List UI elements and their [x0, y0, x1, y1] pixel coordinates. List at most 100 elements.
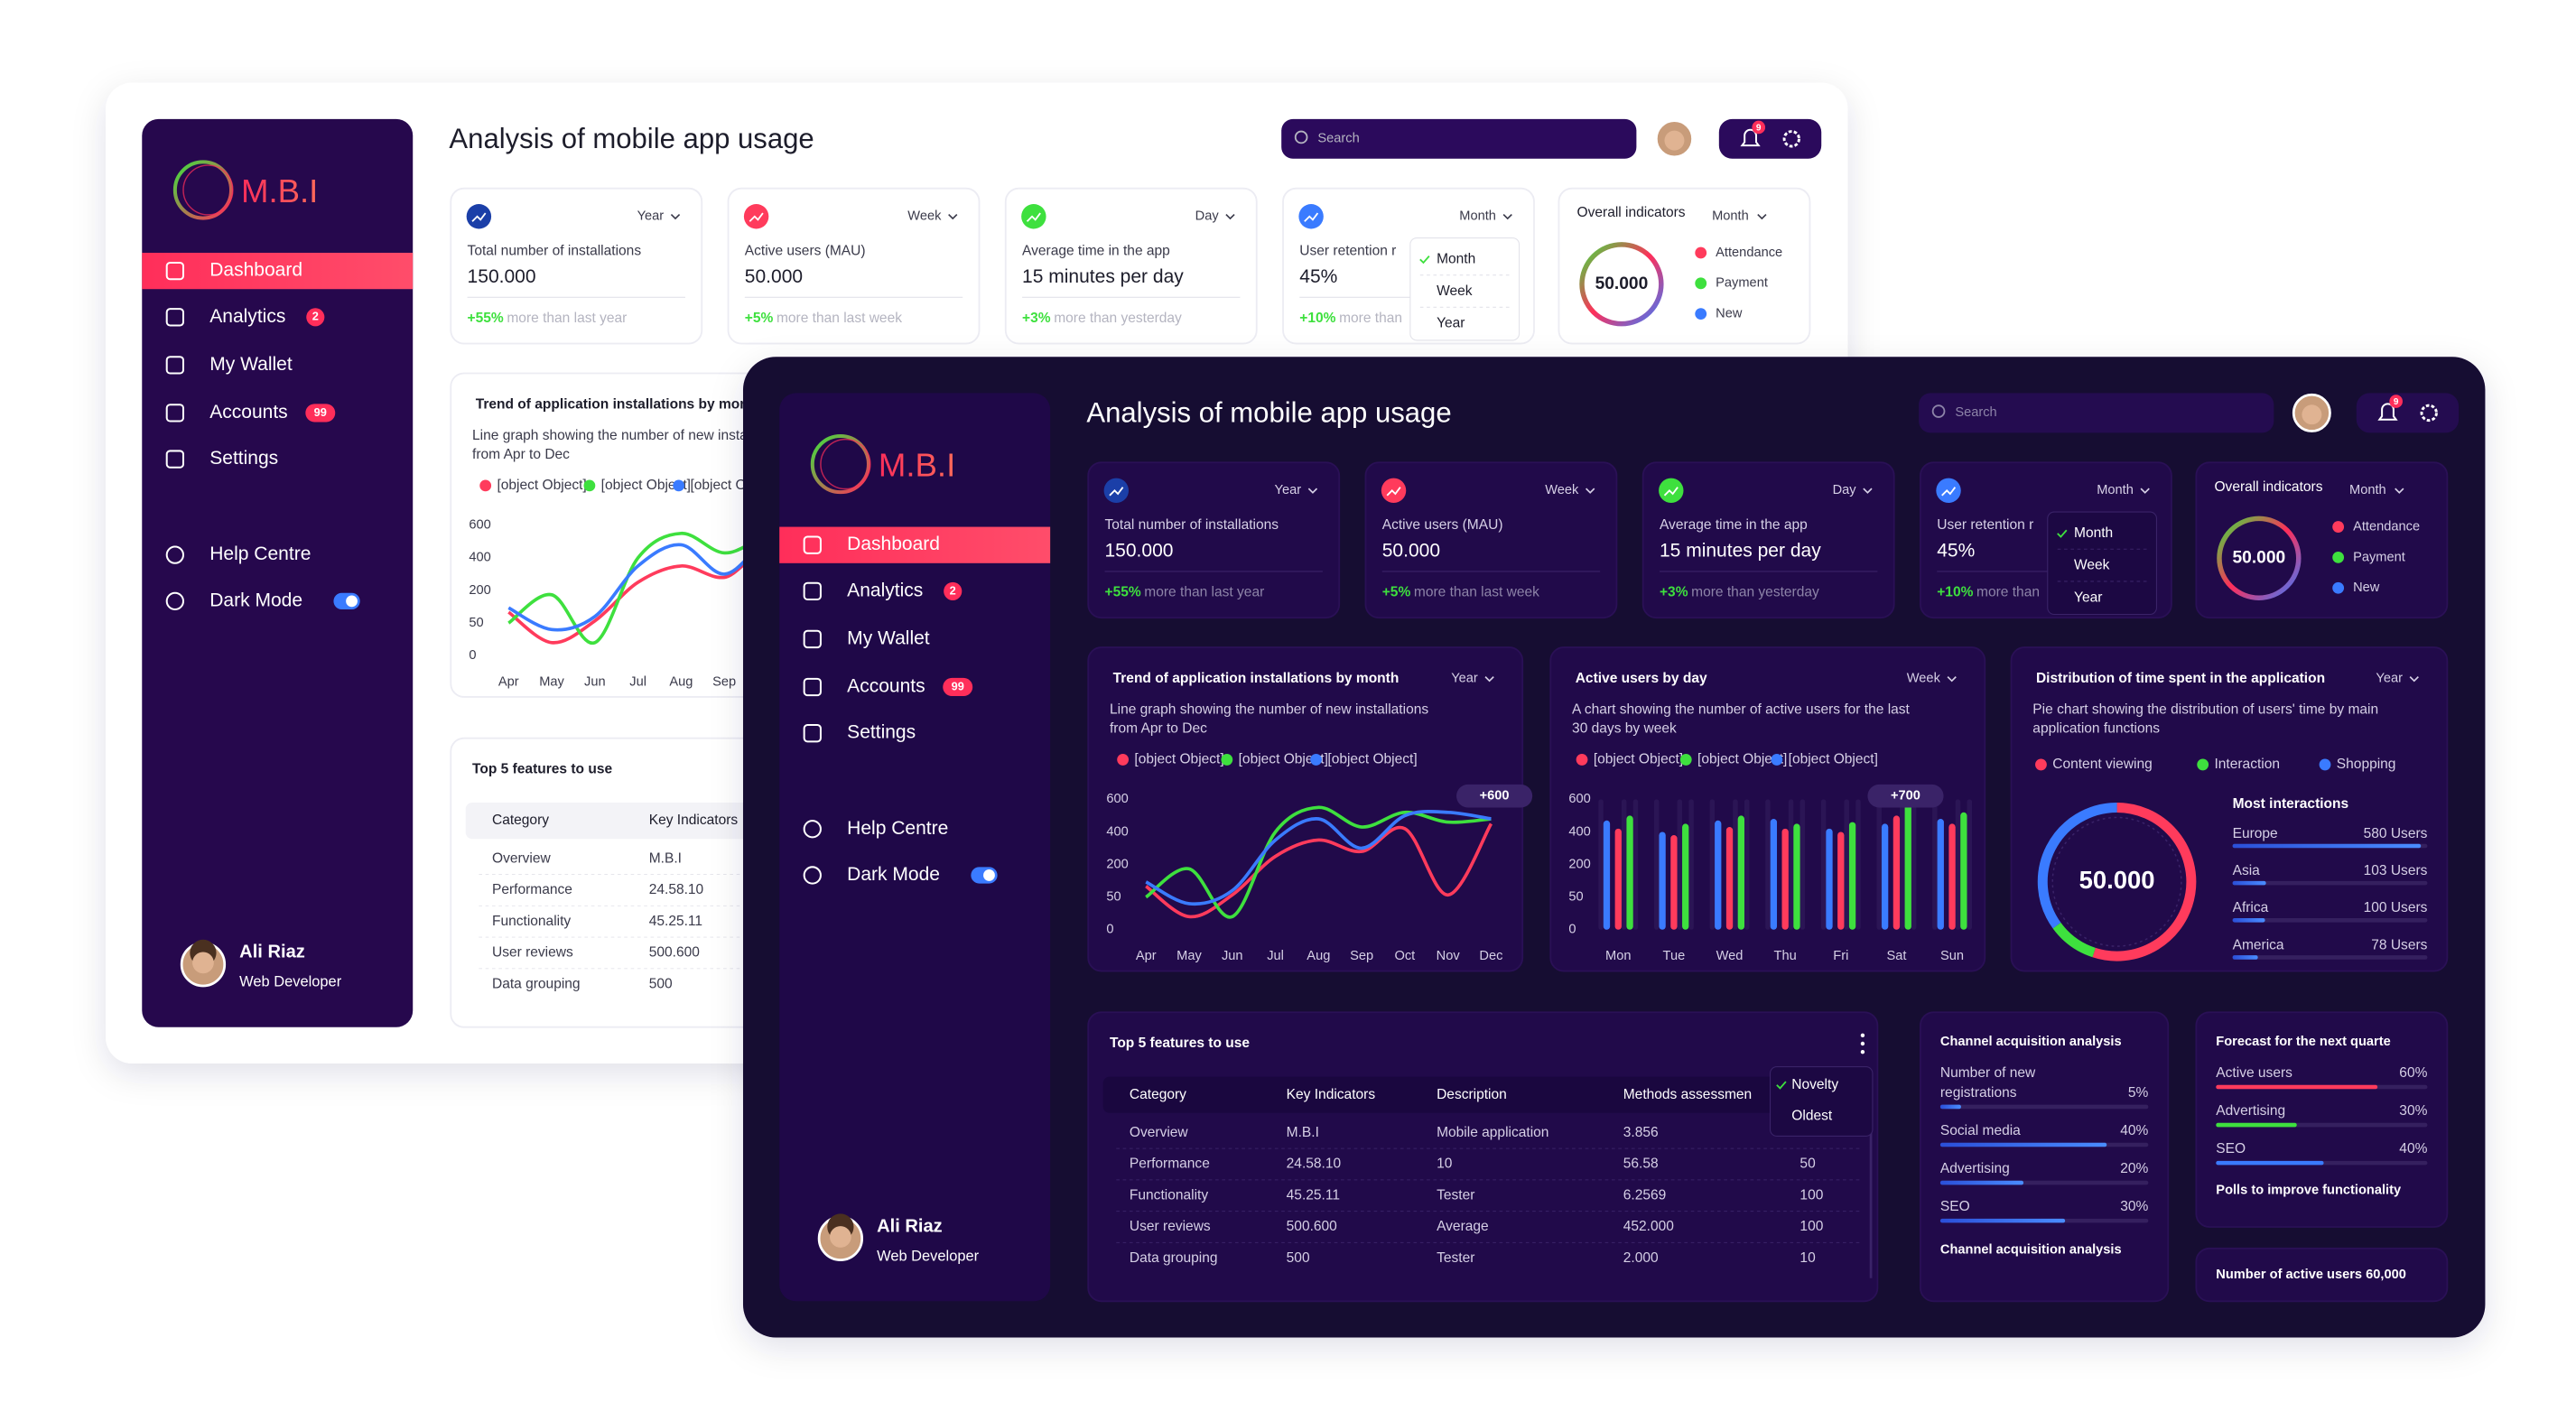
- table-cell: 6.2569: [1623, 1187, 1667, 1203]
- legend-dot: [1679, 754, 1692, 766]
- channel-label: Social media: [1940, 1123, 2021, 1138]
- menu-item[interactable]: Dark Mode: [847, 864, 940, 885]
- y-tick-label: 0: [469, 648, 476, 663]
- y-tick-label: 400: [1106, 824, 1128, 839]
- user-role: Web Developer: [877, 1248, 980, 1264]
- interaction-name: Asia: [2233, 863, 2261, 878]
- bar: [1960, 812, 1967, 930]
- overall-legend: Attendance: [2353, 519, 2420, 534]
- legend-label: [object Object]: [497, 478, 586, 493]
- bar-track: [1744, 799, 1750, 930]
- notification-bell[interactable]: [2377, 403, 2398, 421]
- avatar-face: [2302, 404, 2322, 425]
- menu-item[interactable]: Analytics: [847, 580, 923, 600]
- settings-icon[interactable]: [1782, 130, 1800, 148]
- menu-item[interactable]: Accounts: [209, 402, 287, 423]
- menu-active-highlight: [142, 252, 414, 290]
- kpi-label: Total number of installations: [468, 243, 642, 258]
- table-title: Top 5 features to use: [1110, 1036, 1250, 1051]
- search-bar[interactable]: [1919, 393, 2274, 433]
- kpi-period: Day: [1833, 483, 1857, 497]
- check-mark: [2057, 529, 2068, 538]
- legend-label: Shopping: [2337, 757, 2396, 772]
- search-bar[interactable]: [1281, 118, 1637, 159]
- menu-item[interactable]: Analytics: [209, 306, 285, 327]
- menu-item[interactable]: Dashboard: [209, 260, 302, 281]
- page-title: Analysis of mobile app usage: [1086, 396, 1451, 428]
- kpi-value: 50.000: [745, 266, 803, 287]
- x-tick-label: Mon: [1605, 949, 1631, 963]
- table-cell: 24.58.10: [649, 882, 704, 897]
- notification-count: 9: [1756, 124, 1762, 134]
- menu-item[interactable]: My Wallet: [209, 354, 293, 375]
- legend-dot: [1576, 754, 1588, 766]
- dropdown-caret: [2409, 676, 2419, 683]
- card: [2195, 461, 2449, 619]
- menu-item[interactable]: Help Centre: [847, 818, 948, 839]
- settings-icon[interactable]: [2420, 404, 2438, 423]
- sort-option[interactable]: Novelty: [1791, 1077, 1838, 1092]
- sort-option[interactable]: Oldest: [1791, 1109, 1833, 1124]
- x-tick-label: Jun: [1222, 949, 1243, 963]
- overall-period: Month: [2349, 483, 2386, 497]
- period-option[interactable]: Week: [2074, 558, 2110, 573]
- sidebar: [779, 393, 1051, 1302]
- kpi-note: more than: [1339, 311, 1402, 326]
- brand-name: M.B.I: [879, 446, 955, 483]
- table-cell: 10: [1437, 1157, 1453, 1172]
- kpi-change: +5%: [1382, 585, 1411, 600]
- channel-bar: [1939, 1180, 2024, 1185]
- kpi-icon-glyph: [749, 212, 764, 222]
- period-option[interactable]: Month: [2074, 525, 2113, 541]
- period-option[interactable]: Month: [1437, 251, 1475, 266]
- table-header: Category: [1130, 1087, 1186, 1102]
- period-option[interactable]: Year: [1437, 316, 1465, 331]
- logo-ring-inner: [182, 164, 234, 216]
- card: [1920, 1011, 2170, 1303]
- menu-item[interactable]: My Wallet: [847, 627, 930, 648]
- table-header: Key Indicators: [649, 813, 739, 828]
- sidebar: [142, 118, 414, 1027]
- period-dropdown: [2047, 511, 2158, 616]
- period-option[interactable]: Week: [1437, 283, 1473, 299]
- check-mark: [1776, 1081, 1787, 1090]
- table-cell: Performance: [1130, 1157, 1210, 1172]
- overall-legend: New: [2353, 581, 2380, 595]
- menu-item[interactable]: Accounts: [847, 676, 925, 697]
- chart-period: Year: [1451, 672, 1478, 686]
- menu-icon: [165, 545, 185, 564]
- forecast-value: 40%: [2399, 1141, 2427, 1157]
- kpi-label: User retention r: [1299, 243, 1396, 258]
- menu-item[interactable]: Help Centre: [209, 543, 311, 564]
- table-cell: 100: [1799, 1187, 1823, 1203]
- menu-active-highlight: [779, 526, 1051, 563]
- notification-bell[interactable]: [1740, 128, 1761, 147]
- bar-track: [1855, 799, 1861, 930]
- menu-item[interactable]: Dashboard: [847, 534, 940, 554]
- brand-name: M.B.I: [241, 172, 318, 209]
- menu-item[interactable]: Settings: [847, 722, 916, 743]
- table-cell: Data grouping: [492, 976, 581, 991]
- kpi-change: +10%: [1937, 585, 1973, 600]
- tooltip-text: +700: [1891, 789, 1920, 804]
- chart-subtitle: 30 days by week: [1572, 721, 1677, 737]
- avatar-face: [829, 1226, 851, 1248]
- table-cell: 3.856: [1623, 1125, 1659, 1140]
- forecast-bar: [2216, 1122, 2297, 1128]
- y-tick-label: 200: [469, 583, 490, 598]
- period-option[interactable]: Year: [2074, 590, 2102, 605]
- menu-icon: [803, 535, 822, 554]
- y-tick-label: 600: [1106, 792, 1128, 806]
- menu-icon: [165, 450, 185, 469]
- bar: [1837, 831, 1845, 930]
- menu-item[interactable]: Dark Mode: [209, 590, 302, 610]
- bar-track: [1844, 799, 1849, 930]
- bar: [1781, 828, 1789, 930]
- card: [1558, 187, 1811, 345]
- menu-item[interactable]: Settings: [209, 448, 278, 469]
- legend-dot: [583, 479, 596, 492]
- menu-icon: [803, 866, 822, 885]
- chart-period: Year: [2376, 672, 2403, 686]
- menu-badge-count: 2: [950, 583, 956, 597]
